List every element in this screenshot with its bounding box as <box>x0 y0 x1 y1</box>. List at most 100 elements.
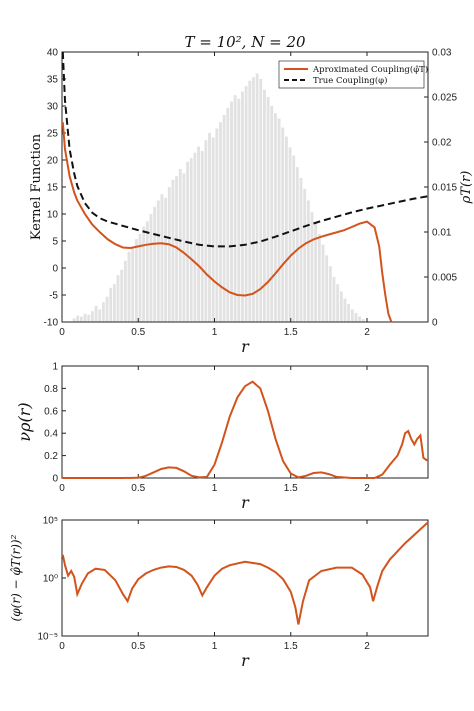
density-histogram <box>72 73 365 322</box>
histogram-bar <box>76 315 80 322</box>
measure-plot-frame <box>61 365 429 479</box>
histogram-bar <box>160 194 164 322</box>
y-tick-label: -5 <box>49 291 58 302</box>
legend-box <box>278 60 425 89</box>
x-tick-label: 0.5 <box>131 327 145 338</box>
x-tick-label: 0 <box>59 327 65 338</box>
histogram-bar <box>120 269 124 322</box>
y-tick-label: 0.6 <box>44 406 58 417</box>
y-tick-label: 5 <box>52 237 58 248</box>
y2-tick-label: 0.005 <box>432 273 457 284</box>
x-tick-label: 0 <box>59 641 65 652</box>
histogram-bar <box>204 140 208 322</box>
x-tick-label: 1.5 <box>284 641 298 652</box>
histogram-bar <box>134 239 138 322</box>
histogram-bar <box>273 113 277 322</box>
histogram-bar <box>142 226 146 322</box>
y-tick-label: -10 <box>44 318 59 329</box>
error-panel: 0 0.5 1 1.5 2 10⁵ 10⁰ 10⁻⁵ (φ(r) − φ̂T(r))² r <box>9 516 429 670</box>
kernel-legend: Aproximated Coupling(φ̂T) True Coupling(… <box>278 60 428 89</box>
histogram-bar <box>347 304 351 322</box>
histogram-bar <box>105 296 109 322</box>
y-tick-label: 0.8 <box>44 384 58 395</box>
measure-ylabel: νρ(r) <box>15 402 34 441</box>
histogram-bar <box>226 107 230 322</box>
histogram-bar <box>112 284 116 322</box>
histogram-bar <box>153 206 157 322</box>
histogram-bar <box>197 146 200 322</box>
kernel-y2label: ρT(r) <box>459 171 474 205</box>
histogram-bar <box>94 305 98 322</box>
histogram-bar <box>262 89 266 322</box>
histogram-bar <box>171 179 175 322</box>
histogram-bar <box>127 251 131 322</box>
y2-tick-label: 0 <box>432 318 438 329</box>
histogram-bar <box>123 260 127 322</box>
histogram-bar <box>288 147 292 322</box>
histogram-bar <box>350 309 354 322</box>
x-tick-label: 0.5 <box>131 641 145 652</box>
x-tick-label: 1.5 <box>284 327 298 338</box>
y-tick-label: 35 <box>47 75 59 86</box>
histogram-bar <box>98 309 102 322</box>
histogram-bar <box>149 214 153 322</box>
y2-tick-label: 0.02 <box>432 138 452 149</box>
histogram-bar <box>310 212 314 322</box>
y-tick-label: 30 <box>47 102 59 113</box>
histogram-bar <box>79 316 83 322</box>
histogram-bar <box>200 151 204 322</box>
x-tick-label: 1 <box>212 641 218 652</box>
histogram-bar <box>233 95 237 322</box>
y-tick-label: 10 <box>47 210 59 221</box>
histogram-bar <box>325 255 329 322</box>
histogram-bar <box>292 155 296 322</box>
histogram-bar <box>145 221 149 322</box>
y-tick-label: 0.2 <box>44 451 58 462</box>
measure-line <box>62 380 428 479</box>
x-tick-label: 2 <box>364 483 370 494</box>
histogram-bar <box>266 97 270 322</box>
histogram-bar <box>317 233 321 322</box>
histogram-bar <box>270 106 274 322</box>
legend-true-label: True Coupling(φ) <box>313 75 387 86</box>
histogram-bar <box>219 122 222 322</box>
measure-xlabel: r <box>241 493 250 512</box>
histogram-bar <box>321 244 325 322</box>
measure-ticks: 0 0.5 1 1.5 2 0 0.2 0.4 0.6 0.8 1 <box>44 362 370 495</box>
histogram-bar <box>156 200 160 322</box>
histogram-bar <box>230 101 233 322</box>
histogram-bar <box>277 118 281 322</box>
error-ylabel: (φ(r) − φ̂T(r))² <box>9 534 23 621</box>
y-tick-label: 15 <box>47 183 59 194</box>
histogram-bar <box>354 313 358 322</box>
x-tick-label: 1 <box>212 327 218 338</box>
histogram-bar <box>248 80 252 322</box>
histogram-bar <box>332 277 336 322</box>
y2-tick-label: 0.03 <box>432 48 452 59</box>
measure-panel: 0 0.5 1 1.5 2 0 0.2 0.4 0.6 0.8 1 νρ(r) r <box>15 362 429 512</box>
histogram-bar <box>193 152 197 322</box>
histogram-bar <box>336 284 340 322</box>
histogram-bar <box>83 313 87 322</box>
x-tick-label: 1 <box>212 483 218 494</box>
histogram-bar <box>328 266 332 322</box>
histogram-bar <box>164 197 168 322</box>
kernel-panel: T = 10², N = 20 0 0.5 1 1.5 2 -10 -5 0 5 10 15 20 25… <box>29 33 474 356</box>
legend-approx-label: Aproximated Coupling(φ̂T) <box>312 64 428 75</box>
x-tick-label: 0.5 <box>131 483 145 494</box>
y-tick-label: 0 <box>52 264 58 275</box>
histogram-bar <box>339 291 343 322</box>
histogram-bar <box>358 316 362 322</box>
error-xlabel: r <box>241 651 250 670</box>
histogram-bar <box>259 79 263 322</box>
x-tick-label: 2 <box>364 641 370 652</box>
error-ticks: 0 0.5 1 1.5 2 10⁵ 10⁰ 10⁻⁵ <box>37 516 370 653</box>
error-line <box>61 521 429 625</box>
kernel-ylabel: Kernel Function <box>29 133 44 240</box>
histogram-bar <box>178 169 182 322</box>
histogram-bar <box>167 187 171 322</box>
histogram-bar <box>175 176 179 322</box>
histogram-bar <box>189 158 193 322</box>
histogram-bar <box>131 248 135 322</box>
